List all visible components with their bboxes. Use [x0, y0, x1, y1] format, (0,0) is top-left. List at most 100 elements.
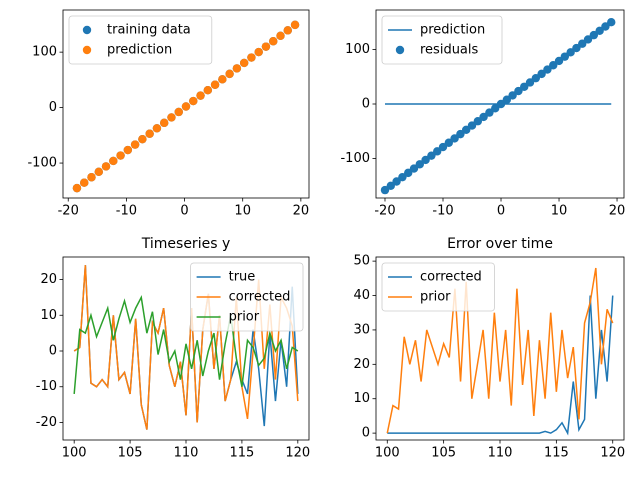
- y-tick-label: 10: [40, 308, 57, 323]
- scatter-point: [473, 117, 483, 126]
- x-tick-label: 115: [229, 446, 254, 461]
- scatter-point: [145, 129, 154, 138]
- y-tick-label: 20: [40, 272, 57, 287]
- y-tick-label: -100: [27, 156, 57, 171]
- y-tick-label: -20: [36, 415, 57, 430]
- x-tick-label: -20: [374, 204, 395, 219]
- scatter-point: [94, 167, 103, 177]
- scatter-point: [485, 108, 494, 117]
- scatter-point: [247, 53, 256, 62]
- legend-box: [381, 15, 503, 65]
- legend-marker: [82, 45, 92, 55]
- scatter-point: [479, 112, 488, 122]
- scatter-point: [496, 99, 506, 109]
- scatter-point: [261, 42, 271, 51]
- scatter-point: [196, 91, 205, 100]
- legend-marker: [395, 45, 405, 55]
- x-tick-label: 10: [551, 204, 568, 219]
- axes-frame: [375, 9, 625, 199]
- x-tick-label: 120: [285, 446, 310, 461]
- scatter-point: [239, 58, 249, 68]
- scatter-point: [572, 43, 581, 53]
- y-tick-label: 0: [49, 344, 57, 359]
- x-tick-label: 115: [544, 446, 569, 461]
- y-tick-label: 50: [353, 254, 370, 269]
- legend-label: prediction: [107, 43, 172, 58]
- scatter-point: [232, 64, 242, 73]
- scatter-point: [589, 30, 599, 40]
- legend-label: prediction: [420, 23, 485, 38]
- scatter-point: [159, 118, 169, 128]
- legend: corrected prior: [381, 262, 495, 312]
- subplot-title: Error over time: [447, 236, 553, 252]
- scatter-point: [549, 61, 558, 70]
- x-tick-label: 105: [118, 446, 143, 461]
- y-tick-label: 10: [353, 391, 370, 406]
- y-tick-label: 100: [32, 45, 57, 60]
- scatter-point: [583, 35, 593, 44]
- x-tick-label: 0: [497, 204, 505, 219]
- scatter-point: [543, 65, 552, 74]
- legend-box: [68, 15, 213, 65]
- y-tick-label: 0: [49, 100, 57, 115]
- scatter-point: [450, 134, 459, 143]
- scatter-point: [467, 121, 477, 130]
- scatter-point: [276, 31, 285, 40]
- plot-area: [386, 267, 614, 436]
- scatter-point: [607, 18, 616, 27]
- legend-label: true: [229, 270, 256, 285]
- y-tick-label: 20: [353, 357, 370, 372]
- scatter-point: [80, 178, 89, 187]
- x-tick-label: 20: [293, 204, 310, 219]
- scatter-point: [87, 173, 96, 182]
- subplot: Error over time 100 105 110 115 120 0 10 20 30 40 5…: [353, 236, 625, 461]
- x-tick-label: 20: [609, 204, 626, 219]
- legend: prediction residuals: [381, 15, 503, 65]
- scatter-point: [116, 151, 125, 160]
- scatter-point: [392, 177, 401, 186]
- scatter-point: [444, 138, 454, 147]
- scatter-point: [130, 140, 140, 149]
- scatter-point: [438, 142, 448, 152]
- scatter-point: [269, 37, 278, 46]
- subplot: Timeseries y 100 105 110 115 120 -20 -10 0 10 20 tr…: [36, 236, 310, 461]
- scatter-point: [578, 39, 587, 48]
- legend-label: prior: [229, 310, 260, 325]
- y-tick-label: -100: [340, 151, 370, 166]
- subplot-title: Timeseries y: [141, 236, 230, 252]
- scatter-point: [456, 129, 465, 139]
- scatter-point: [210, 80, 220, 89]
- scatter-point: [218, 75, 227, 84]
- series-line: [386, 267, 614, 434]
- scatter-point: [520, 82, 529, 91]
- scatter-point: [566, 48, 575, 57]
- scatter-point: [167, 113, 176, 122]
- scatter-point: [427, 151, 436, 160]
- scatter-point: [101, 162, 111, 171]
- y-tick-label: 40: [353, 288, 370, 303]
- scatter-point: [409, 164, 419, 173]
- legend-label: prior: [420, 290, 451, 305]
- x-tick-label: 100: [62, 446, 87, 461]
- series-line: [73, 295, 299, 394]
- scatter-point: [514, 86, 523, 96]
- scatter-point: [109, 156, 118, 166]
- legend-label: corrected: [420, 270, 482, 285]
- x-tick-label: -10: [116, 204, 137, 219]
- scatter-point: [403, 168, 413, 178]
- x-tick-label: 105: [431, 446, 456, 461]
- x-tick-label: 100: [375, 446, 400, 461]
- x-tick-label: 0: [180, 204, 188, 219]
- scatter-point: [491, 104, 500, 113]
- scatter-point: [203, 85, 213, 95]
- scatter-point: [415, 160, 424, 169]
- x-tick-label: 120: [600, 446, 625, 461]
- scatter-point: [502, 95, 512, 104]
- scatter-point: [174, 107, 183, 117]
- scatter-point: [181, 102, 191, 111]
- scatter-point: [560, 52, 570, 61]
- scatter-point: [189, 96, 198, 106]
- plot-area: [380, 18, 616, 195]
- legend-box: [381, 262, 495, 312]
